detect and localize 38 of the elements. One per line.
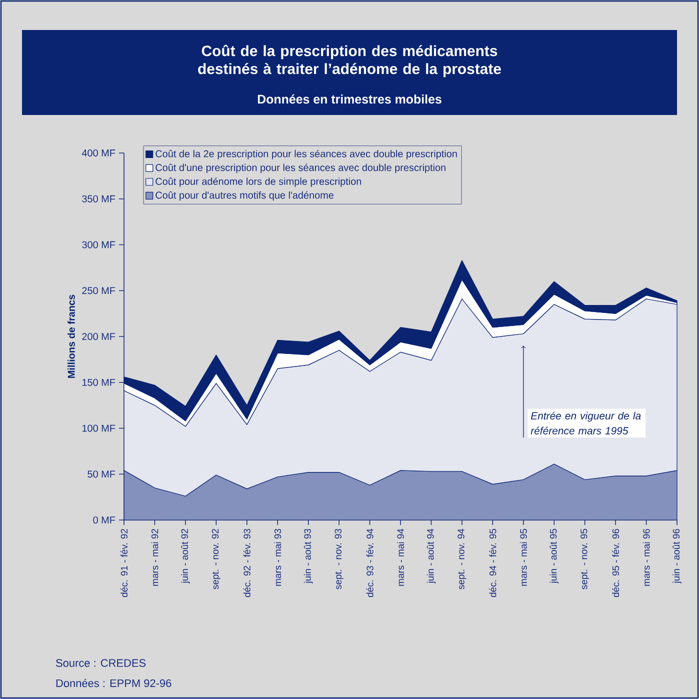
- legend-label: Coût pour adénome lors de simple prescription: [156, 177, 362, 187]
- x-tick-label: juin - août 93: [304, 528, 313, 584]
- annotation: Entrée en vigueur de la référence mars 1995: [530, 412, 641, 434]
- y-tick-label: 200 MF: [82, 332, 116, 340]
- y-tick-label: 0 MF: [93, 516, 116, 524]
- y-tick-label: 400 MF: [82, 149, 116, 157]
- x-tick-label: mars - mai 95: [520, 528, 527, 586]
- y-axis-title: Millions de francs: [68, 294, 75, 378]
- x-tick-label: juin - août 92: [181, 529, 190, 584]
- y-tick-label: 300 MF: [82, 241, 116, 248]
- x-tick-label: sept. - nov. 93: [334, 528, 344, 590]
- y-tick-label: 150 MF: [82, 378, 116, 386]
- x-tick-label: sept. - nov. 95: [580, 528, 590, 590]
- x-tick-label: déc. 92 - fév. 93: [243, 528, 250, 598]
- y-tick-label: 50 MF: [88, 470, 116, 478]
- chart-subtitle: Données en trimestres mobiles: [258, 94, 442, 104]
- text: Données : EPPM 92-96: [56, 678, 172, 688]
- x-tick-label: déc. 95 - fév. 96: [612, 528, 620, 598]
- chart-title: Coût de la prescription des médicaments destinés à traiter l’adénome de la prostate: [198, 44, 501, 78]
- x-tick-label: juin - août 95: [550, 528, 559, 584]
- x-tick-label: mars - mai 96: [642, 528, 650, 586]
- y-tick-label: 100 MF: [82, 424, 116, 432]
- x-tick-label: sept. - nov. 94: [458, 528, 466, 590]
- legend-label: Coût pour d'autres motifs que l'adénome: [156, 191, 334, 201]
- legend-label: Coût de la 2e prescription pour les séances avec double prescription: [156, 150, 457, 160]
- x-tick-label: juin - août 94: [426, 528, 436, 584]
- legend-label: Coût d'une prescription pour les séances avec double prescription: [156, 164, 446, 174]
- x-tick-label: déc. 94 - fév. 95: [489, 528, 496, 598]
- x-tick-label: sept. - nov. 92: [212, 528, 220, 590]
- x-tick-label: déc. 93 - fév. 94: [366, 528, 374, 598]
- x-tick-label: mars - mai 92: [151, 528, 158, 586]
- y-tick-label: 250 MF: [82, 287, 116, 294]
- x-tick-label: déc. 91 - fév. 92: [120, 528, 128, 598]
- x-tick-label: juin - août 96: [672, 528, 682, 584]
- y-tick-label: 350 MF: [82, 195, 116, 202]
- x-tick-label: mars - mai 94: [397, 528, 404, 586]
- x-tick-label: mars - mai 93: [274, 528, 282, 586]
- source-note: Source : CREDES: [56, 659, 146, 667]
